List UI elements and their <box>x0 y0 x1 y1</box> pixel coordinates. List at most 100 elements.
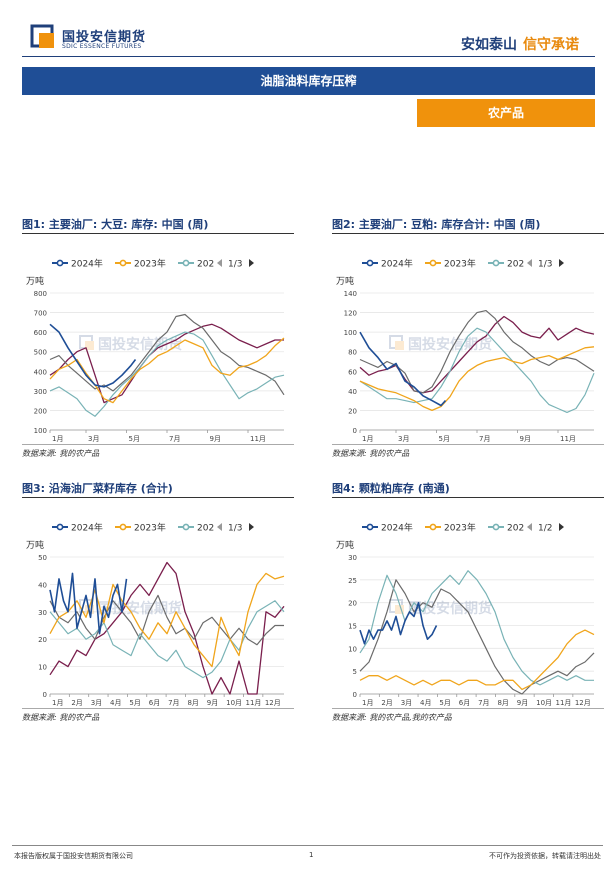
legend-label: 2023年 <box>134 522 166 534</box>
footer-copyright: 本报告版权属于国投安信期货有限公司 <box>14 852 133 860</box>
series-line <box>49 600 285 679</box>
legend-label: 2024年 <box>71 258 103 270</box>
legend-marker <box>492 259 500 267</box>
legend-label: 2023年 <box>134 258 166 270</box>
series-line <box>49 313 285 396</box>
legend-item: 202 <box>488 260 524 270</box>
pager-prev-icon <box>217 259 222 267</box>
legend-marker <box>366 259 374 267</box>
chart-plot: 2024年 2023年 202 1/3 万吨 0 10 20 30 40 50 1月 2月 3月 4月 5月 6… <box>26 522 285 707</box>
slogan-part-2: 信守承诺 <box>523 37 579 53</box>
header-divider <box>22 56 595 57</box>
company-slogan: 安如泰山 信守承诺 <box>461 34 579 54</box>
source-divider <box>22 444 294 445</box>
pager-label: 1/3 <box>538 260 552 270</box>
pager-next-icon <box>249 259 254 267</box>
chart-title: 图1: 主要油厂: 大豆: 库存: 中国 (周) <box>22 218 209 231</box>
x-tick-label: 3月 <box>91 699 102 707</box>
watermark-text: 国投安信期货 <box>408 600 492 617</box>
series-line <box>49 572 285 668</box>
legend-item: 2023年 <box>115 522 166 534</box>
legend-item: 2024年 <box>52 522 103 534</box>
chart-title: 图4: 颗粒粕库存 (南通) <box>332 482 450 495</box>
company-name-en: SDIC ESSENCE FUTURES <box>62 43 142 50</box>
x-tick-label: 9月 <box>517 699 528 707</box>
source-divider <box>332 444 604 445</box>
legend-label: 202 <box>507 260 524 270</box>
watermark-logo-accent <box>85 341 94 350</box>
legend-item: 202 <box>178 260 214 270</box>
chart-plot: 2024年 2023年 202 1/2 万吨 0 5 10 15 20 25 30 1月 2月 3月 4月 5月… <box>336 522 595 707</box>
y-tick-label: 0 <box>353 427 357 435</box>
y-tick-label: 120 <box>344 310 357 318</box>
series-line <box>49 337 285 404</box>
chart-panel-3: 图3: 沿海油厂菜籽库存 (合计) 2024年 2023年 202 1/3 万吨 0 10 2… <box>22 480 294 726</box>
title-divider <box>22 233 294 234</box>
legend-marker <box>56 523 64 531</box>
x-tick-label: 11月 <box>250 435 266 443</box>
x-tick-label: 8月 <box>497 699 508 707</box>
watermark: 国投安信期货 <box>389 599 492 617</box>
watermark-logo-icon <box>389 599 403 613</box>
legend-label: 202 <box>197 260 214 270</box>
series-line <box>359 579 595 695</box>
x-tick-label: 7月 <box>168 699 179 707</box>
chart-source: 数据来源: 我的农产品 <box>22 449 100 458</box>
y-tick-label: 50 <box>38 554 47 562</box>
watermark: 国投安信期货 <box>389 335 492 353</box>
y-tick-label: 500 <box>34 349 47 357</box>
pager-prev-icon <box>527 523 532 531</box>
y-tick-label: 700 <box>34 310 47 318</box>
legend-marker <box>56 259 64 267</box>
company-logo-icon <box>30 24 54 48</box>
x-tick-label: 2月 <box>381 699 392 707</box>
x-tick-label: 12月 <box>265 699 281 707</box>
legend-label: 2023年 <box>444 258 476 270</box>
y-tick-label: 0 <box>43 691 47 699</box>
legend-label: 2023年 <box>444 522 476 534</box>
chart-source: 数据来源: 我的农产品,我的农产品 <box>332 713 452 722</box>
x-tick-label: 6月 <box>149 699 160 707</box>
pager-label: 1/3 <box>228 260 242 270</box>
chart-plot: 2024年 2023年 202 1/3 万吨 0 20 40 60 80 100 120 140 1月 3月… <box>336 258 595 443</box>
y-tick-label: 5 <box>353 668 357 676</box>
y-tick-label: 30 <box>348 554 357 562</box>
pager-next-icon <box>559 259 564 267</box>
watermark-text: 国投安信期货 <box>98 336 182 353</box>
chart-panel-2: 图2: 主要油厂: 豆粕: 库存合计: 中国 (周) 2024年 2023年 202… <box>332 216 604 462</box>
y-axis-unit: 万吨 <box>336 275 354 287</box>
y-tick-label: 20 <box>38 636 47 644</box>
legend-label: 2024年 <box>381 258 413 270</box>
x-tick-label: 11月 <box>560 435 576 443</box>
legend-label: 2024年 <box>71 522 103 534</box>
y-tick-label: 25 <box>348 577 357 585</box>
y-tick-label: 0 <box>353 691 357 699</box>
legend-pager: 1/3 <box>217 523 254 534</box>
series-line <box>49 331 285 417</box>
x-tick-label: 1月 <box>52 435 63 443</box>
watermark: 国投安信期货 <box>79 335 182 353</box>
legend-item: 2023年 <box>115 258 166 270</box>
y-tick-label: 200 <box>34 407 47 415</box>
x-tick-label: 11月 <box>556 699 572 707</box>
chart-panel-1: 图1: 主要油厂: 大豆: 库存: 中国 (周) 2024年 2023年 202 1/… <box>22 216 294 462</box>
x-tick-label: 9月 <box>207 699 218 707</box>
y-tick-label: 30 <box>38 609 47 617</box>
series-line <box>359 570 594 686</box>
sector-tag: 农产品 <box>417 99 595 127</box>
legend-pager: 1/2 <box>527 523 564 534</box>
y-tick-label: 40 <box>348 388 357 396</box>
watermark-text: 国投安信期货 <box>408 336 492 353</box>
x-tick-label: 3月 <box>401 699 412 707</box>
series-line <box>359 601 438 645</box>
legend-marker <box>492 523 500 531</box>
chart-panel-4: 图4: 颗粒粕库存 (南通) 2024年 2023年 202 1/2 万吨 0 5 10 15 2… <box>332 480 604 726</box>
series-line <box>49 323 137 388</box>
title-divider <box>22 497 294 498</box>
y-tick-label: 20 <box>348 600 357 608</box>
x-tick-label: 1月 <box>362 435 373 443</box>
x-tick-label: 6月 <box>459 699 470 707</box>
series-line <box>359 629 595 691</box>
watermark: 国投安信期货 <box>79 599 182 617</box>
legend-pager: 1/3 <box>527 259 564 270</box>
